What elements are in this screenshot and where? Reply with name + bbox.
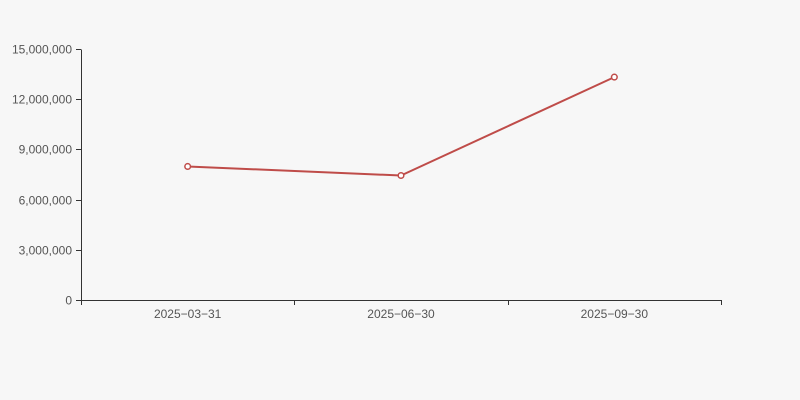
y-axis-label: 9,000,000 [19, 143, 73, 157]
data-point-marker[interactable] [610, 73, 618, 81]
y-axis-label: 3,000,000 [19, 244, 73, 258]
y-axis-label: 15,000,000 [12, 43, 72, 57]
x-axis-label: 2025−09−30 [581, 307, 649, 321]
x-axis-label: 2025−03−31 [154, 307, 222, 321]
x-axis-label: 2025−06−30 [367, 307, 435, 321]
y-axis-label: 12,000,000 [12, 93, 72, 107]
y-axis-label: 0 [65, 294, 72, 308]
series-line [187, 76, 615, 177]
y-axis-label: 6,000,000 [19, 194, 73, 208]
data-point-marker[interactable] [184, 162, 192, 171]
data-point-marker[interactable] [397, 171, 405, 180]
